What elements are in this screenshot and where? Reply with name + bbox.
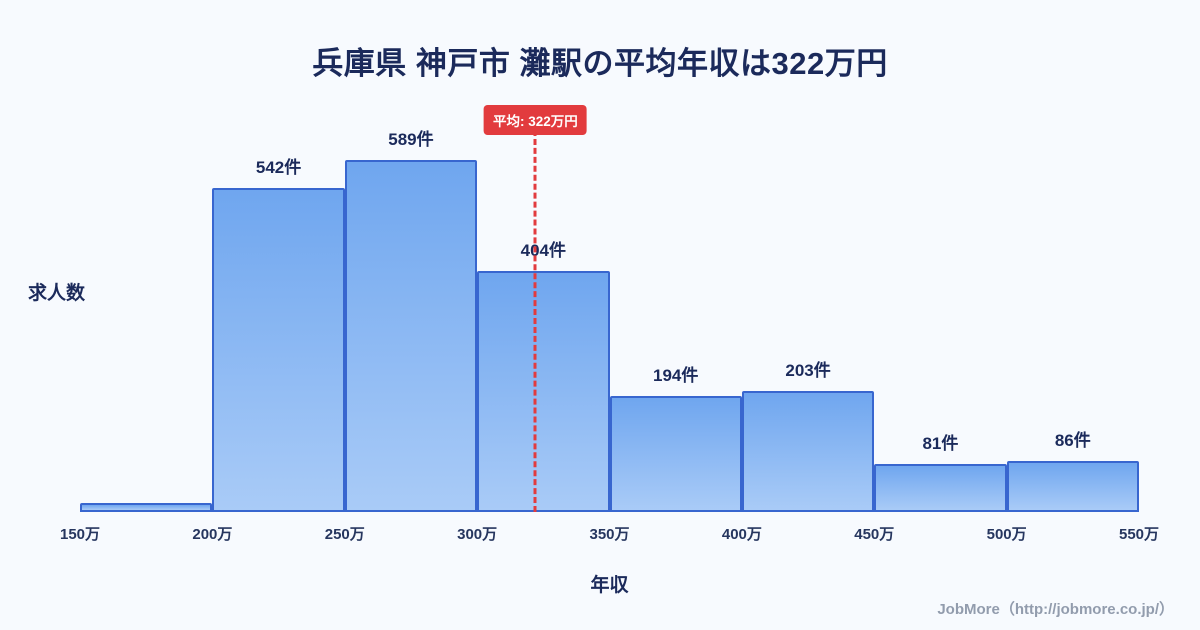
bar-value-label: 86件: [1054, 430, 1091, 450]
x-tick-label: 250万: [324, 526, 365, 543]
histogram-bar: [741, 390, 875, 512]
x-tick-label: 550万: [1118, 526, 1160, 543]
bar-value-label: 81件: [922, 433, 959, 453]
bar-value-label: 589件: [388, 130, 434, 149]
x-tick-label: 150万: [59, 526, 101, 543]
x-axis-label: 年収: [590, 575, 629, 596]
x-tick-label: 350万: [589, 526, 630, 543]
histogram-bar: [477, 270, 610, 512]
chart-title: 兵庫県 神戸市 灘駅の平均年収は322万円: [312, 46, 888, 81]
footer-credit: JobMore（http://jobmore.co.jp/）: [937, 601, 1174, 618]
histogram-bar: [80, 503, 213, 512]
y-axis-label: 求人数: [28, 283, 86, 304]
x-tick-label: 300万: [457, 526, 498, 543]
histogram-bar: [1006, 460, 1139, 512]
bar-value-label: 404件: [520, 240, 566, 260]
bar-value-label: 194件: [653, 366, 699, 386]
x-tick-label: 200万: [192, 526, 233, 543]
histogram-bar: [212, 188, 345, 512]
histogram-bar: [874, 463, 1007, 512]
bar-value-label: 542件: [255, 158, 302, 178]
mean-line: [533, 130, 537, 512]
mean-badge: 平均: 322万円: [483, 105, 587, 135]
bar-value-label: 203件: [785, 360, 831, 380]
x-tick-label: 450万: [854, 526, 895, 543]
histogram-plot: 542件 589件 404件 194件 203件 81件 86件 150万 200万 250万 30…: [60, 105, 1159, 543]
x-tick-label: 400万: [721, 526, 762, 543]
histogram-bar: [344, 160, 478, 512]
histogram-bar: [609, 396, 742, 512]
x-tick-label: 500万: [986, 526, 1027, 543]
